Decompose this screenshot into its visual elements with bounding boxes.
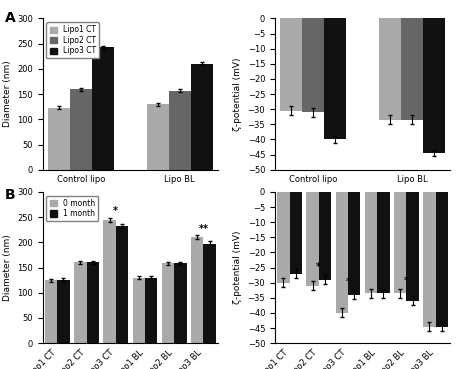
Bar [86, 262, 99, 343]
Bar [45, 280, 57, 343]
Legend: Lipo1 CT, Lipo2 CT, Lipo3 CT: Lipo1 CT, Lipo2 CT, Lipo3 CT [46, 22, 100, 58]
Text: B: B [5, 188, 15, 202]
Bar [302, 18, 324, 112]
Text: *: * [346, 277, 350, 287]
Y-axis label: Diameter (nm): Diameter (nm) [2, 234, 11, 301]
Bar [290, 192, 302, 273]
Bar [174, 263, 187, 343]
Bar [401, 18, 423, 120]
Bar [103, 220, 116, 343]
Bar [133, 277, 145, 343]
Bar [306, 192, 319, 286]
Bar [423, 18, 445, 153]
Legend: 0 month, 1 month: 0 month, 1 month [46, 196, 99, 221]
Bar [203, 244, 216, 343]
Bar [116, 226, 128, 343]
Bar [281, 18, 302, 111]
Bar [191, 237, 203, 343]
Bar [57, 280, 70, 343]
Bar [319, 192, 331, 280]
Text: *: * [113, 206, 118, 216]
Bar [92, 47, 114, 170]
Bar [436, 192, 448, 327]
Bar [365, 192, 377, 293]
Y-axis label: ζ-potential (mV): ζ-potential (mV) [233, 57, 242, 131]
Bar [277, 192, 290, 283]
Text: *: * [316, 262, 321, 272]
Bar [423, 192, 436, 327]
Text: **: ** [199, 224, 209, 234]
Bar [377, 192, 390, 293]
Bar [169, 90, 191, 170]
Bar [147, 104, 169, 170]
Bar [74, 262, 86, 343]
Bar [48, 108, 70, 170]
Bar [336, 192, 348, 313]
Text: *: * [404, 276, 409, 286]
Bar [191, 64, 212, 170]
Bar [406, 192, 419, 301]
Bar [145, 277, 157, 343]
Y-axis label: ζ-potential (mV): ζ-potential (mV) [233, 231, 242, 304]
Bar [70, 89, 92, 170]
Y-axis label: Diameter (nm): Diameter (nm) [2, 61, 11, 127]
Bar [348, 192, 360, 295]
Text: A: A [5, 11, 16, 25]
Bar [162, 263, 174, 343]
Bar [324, 18, 346, 139]
Bar [394, 192, 406, 293]
Bar [379, 18, 401, 120]
